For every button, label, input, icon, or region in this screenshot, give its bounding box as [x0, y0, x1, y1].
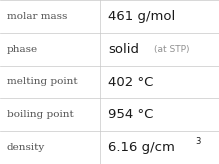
Text: 6.16 g/cm: 6.16 g/cm [108, 141, 175, 154]
Text: density: density [7, 143, 45, 152]
Text: molar mass: molar mass [7, 12, 67, 21]
Text: solid: solid [108, 43, 140, 56]
Text: 461 g/mol: 461 g/mol [108, 10, 176, 23]
Text: melting point: melting point [7, 78, 77, 86]
Text: (at STP): (at STP) [154, 45, 189, 54]
Text: boiling point: boiling point [7, 110, 73, 119]
Text: 402 °C: 402 °C [108, 75, 154, 89]
Text: phase: phase [7, 45, 38, 54]
Text: 954 °C: 954 °C [108, 108, 154, 121]
Text: 3: 3 [196, 137, 201, 145]
